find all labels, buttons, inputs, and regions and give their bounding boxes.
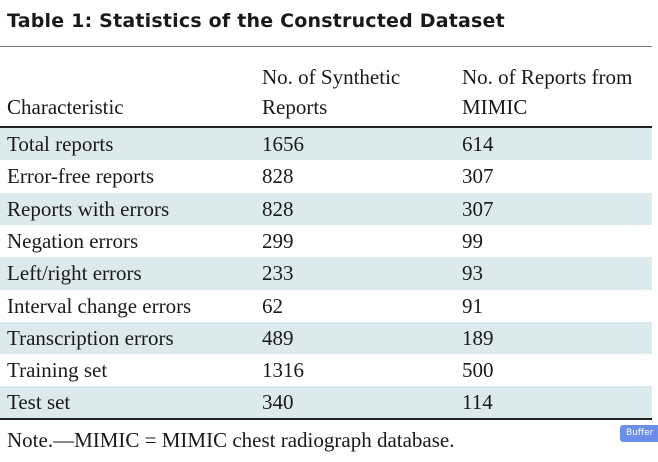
- table-cell: Error-free reports: [7, 164, 155, 189]
- table-row: Test set 340 114: [0, 386, 652, 419]
- table-row: Training set 1316 500: [0, 354, 652, 386]
- table-cell: 1316: [262, 358, 304, 383]
- table-cell: Reports with errors: [7, 196, 170, 221]
- table-cell: 114: [462, 390, 493, 415]
- table-cell: 828: [262, 196, 294, 221]
- table-cell: Transcription errors: [7, 325, 174, 350]
- table-cell: Interval change errors: [7, 293, 192, 318]
- table-cell: 233: [262, 261, 294, 286]
- table-cell: 1656: [262, 132, 304, 156]
- table-cell: 93: [462, 261, 483, 286]
- table-cell: 62: [262, 293, 283, 318]
- table-cell: 99: [462, 228, 483, 253]
- table-cell: Left/right errors: [7, 261, 142, 286]
- table-row: Reports with errors 828 307: [0, 192, 652, 225]
- table-note: Note.—MIMIC = MIMIC chest radiograph dat…: [7, 428, 455, 452]
- table-row: Error-free reports 828 307: [0, 160, 652, 192]
- table-cell: Negation errors: [7, 228, 139, 253]
- table-cell: 500: [462, 358, 494, 383]
- table-title: Table 1: Statistics of the Constructed D…: [7, 10, 505, 32]
- table-cell: 489: [262, 325, 294, 350]
- table-cell: 91: [462, 293, 483, 318]
- rule: [0, 46, 652, 47]
- table-cell: 828: [262, 164, 294, 189]
- table-cell: Total reports: [7, 132, 114, 156]
- table-row: Left/right errors 233 93: [0, 257, 652, 290]
- table-row: Total reports 1656 614: [0, 128, 652, 161]
- table-cell: 614: [462, 132, 494, 156]
- buffer-badge[interactable]: Buffer: [620, 425, 658, 442]
- rule: [0, 418, 652, 420]
- table-row: Interval change errors 62 91: [0, 290, 652, 322]
- table-cell: 307: [462, 164, 494, 189]
- table-row: Transcription errors 489 189: [0, 321, 652, 355]
- table-cell: Test set: [7, 390, 71, 415]
- table-cell: Training set: [7, 358, 108, 383]
- header-cell: No. of Synthetic Reports: [262, 65, 401, 119]
- table-cell: 340: [262, 390, 294, 415]
- table-cell: 189: [462, 325, 494, 350]
- table-cell: 307: [462, 196, 494, 221]
- table-cell: 299: [262, 228, 294, 253]
- header-cell: No. of Reports from MIMIC: [462, 65, 633, 119]
- header-cell: Characteristic: [7, 95, 124, 119]
- table-row: Negation errors 299 99: [0, 225, 652, 257]
- rule: [0, 126, 652, 128]
